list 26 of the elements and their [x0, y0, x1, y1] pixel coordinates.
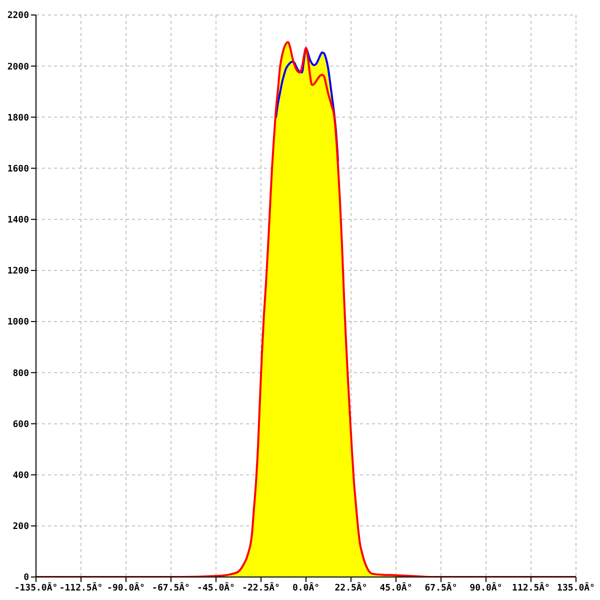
x-tick-label: -22.5Â° [242, 581, 280, 594]
x-tick-label: 90.0Â° [470, 581, 502, 594]
x-tick-label: 67.5Â° [424, 581, 458, 594]
y-tick-label: 2200 [7, 11, 29, 22]
x-tick-label: 0.0Â° [292, 581, 320, 594]
y-tick-label: 2000 [7, 62, 29, 72]
x-tick-label: -45.0Â° [197, 581, 235, 594]
x-tick-label: 135.0Â° [557, 581, 595, 594]
x-tick-label: 45.0Â° [380, 581, 412, 594]
y-tick-label: 1200 [7, 266, 29, 277]
y-tick-label: 800 [12, 368, 29, 379]
y-tick-label: 1800 [7, 113, 29, 124]
y-tick-label: 0 [24, 573, 29, 584]
x-tick-label: -135.0Â° [14, 581, 58, 594]
y-tick-label: 1400 [7, 216, 29, 226]
x-tick-label: -112.5Â° [59, 581, 103, 594]
line-series [275, 46, 339, 162]
y-tick-label: 400 [12, 471, 29, 482]
y-tick-label: 600 [12, 420, 29, 430]
x-tick-label: -90.0Â° [107, 581, 145, 594]
x-tick-label: -67.5Â° [152, 581, 190, 594]
y-tick-label: 1600 [7, 164, 29, 174]
x-tick-label: 112.5Â° [512, 581, 550, 594]
y-tick-label: 200 [12, 522, 29, 532]
x-tick-label: 22.5Â° [334, 581, 368, 594]
y-tick-label: 1000 [7, 318, 29, 328]
